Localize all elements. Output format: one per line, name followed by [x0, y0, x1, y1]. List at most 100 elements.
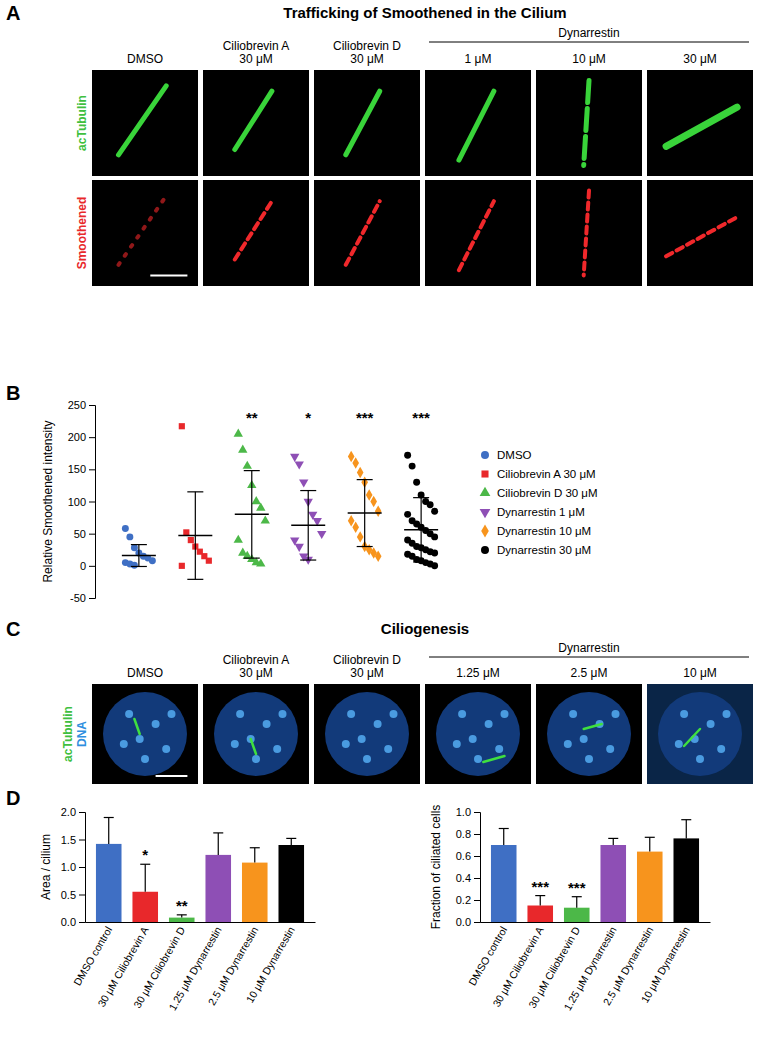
error-cap	[177, 914, 187, 915]
chromatin-spot	[231, 740, 239, 748]
data-point	[431, 562, 438, 569]
tick: 0.4	[456, 872, 480, 884]
bar	[527, 906, 553, 923]
data-point	[149, 557, 156, 564]
column-label: Ciliobrevin D	[333, 39, 401, 53]
scale-bar	[156, 775, 188, 777]
cilium	[584, 191, 589, 276]
data-point	[404, 511, 411, 518]
error-cap	[244, 558, 260, 559]
tick: 0.8	[456, 828, 480, 840]
tick-label: 1.0	[61, 861, 76, 873]
micrograph-background	[647, 684, 753, 784]
chromatin-spot	[384, 745, 392, 753]
tick-label: 0.4	[456, 872, 471, 884]
micrograph-background	[314, 180, 420, 286]
chromatin-spot	[273, 745, 281, 753]
error-bar	[686, 820, 687, 839]
cilium	[346, 91, 380, 155]
row-label: acTubulin	[61, 706, 75, 762]
chromatin-spot	[469, 735, 477, 743]
significance: **	[246, 409, 258, 426]
nucleus	[547, 692, 631, 776]
error-bar	[421, 498, 422, 562]
data-point	[256, 558, 265, 566]
error-cap	[213, 832, 223, 833]
tick-mark	[474, 834, 480, 835]
error-cap	[300, 490, 316, 491]
data-point	[357, 531, 364, 542]
nucleus	[103, 692, 187, 776]
tick: 0.2	[456, 894, 480, 906]
bar	[169, 918, 195, 922]
chromatin-spot	[358, 735, 366, 743]
panel-label: D	[6, 787, 20, 809]
legend-label: Dynarrestin 10 μM	[497, 525, 591, 537]
tick-mark	[79, 895, 85, 896]
axis: DMSO control30 μM Ciliobrevin A30 μM Cil…	[466, 922, 711, 1012]
error-bar	[308, 491, 309, 560]
tick-mark	[89, 566, 95, 567]
error-bar	[540, 896, 541, 906]
data-point	[188, 537, 194, 543]
error-cap	[608, 838, 618, 839]
bar	[491, 845, 517, 922]
cilium	[684, 729, 700, 746]
chromatin-spot	[390, 710, 398, 718]
data-point	[256, 503, 265, 511]
error-cap	[131, 544, 147, 545]
bar	[564, 908, 590, 922]
tick-mark	[79, 922, 85, 923]
data-point	[179, 563, 185, 569]
tick-mark	[79, 840, 85, 841]
axis: -50050100150200250	[68, 399, 96, 604]
chromatin-spot	[125, 710, 133, 718]
significance: ***	[531, 878, 549, 895]
bar	[600, 845, 626, 922]
image-panel: CCiliogenesisDynarrestinDMSOCiliobrevin …	[6, 618, 753, 784]
error-bar	[145, 864, 146, 892]
micrograph	[314, 180, 420, 286]
significance: *	[142, 846, 148, 863]
micrograph-background	[536, 70, 642, 176]
column-label: Ciliobrevin D	[333, 653, 401, 667]
data-point	[427, 501, 434, 508]
data-point	[295, 461, 304, 469]
tick: DMSO control	[466, 922, 509, 987]
column-label: Ciliobrevin A	[223, 39, 290, 53]
bar	[278, 845, 304, 922]
tick: 0.6	[456, 850, 480, 862]
legend-label: Ciliobrevin A 30 μM	[497, 468, 596, 480]
data-point	[366, 489, 373, 500]
cilium	[666, 107, 737, 146]
tick: 50	[74, 528, 95, 540]
group-label: Dynarrestin	[558, 641, 619, 655]
chromatin-spot	[162, 745, 170, 753]
tick-mark	[79, 867, 85, 868]
error-bar	[195, 492, 196, 579]
row-label: acTubulin	[75, 95, 89, 151]
column-label: 30 μM	[239, 52, 273, 66]
legend-symbol	[481, 524, 489, 537]
chromatin-spot	[279, 710, 287, 718]
micrograph-background	[647, 70, 753, 176]
column-label: 30 μM	[350, 666, 384, 680]
bar	[96, 844, 122, 922]
micrograph	[314, 684, 420, 784]
cilium	[119, 86, 167, 155]
tick-label: 1.0	[456, 806, 471, 818]
chart: B-50050100150200250Relative Smoothened i…	[6, 382, 598, 604]
tick-label: 100	[68, 496, 86, 508]
cilium	[346, 201, 380, 265]
tick-mark	[89, 534, 95, 535]
data-point	[252, 496, 261, 504]
tick: 0.0	[61, 916, 85, 928]
micrograph	[536, 684, 642, 784]
error-cap	[645, 837, 655, 838]
data-point	[357, 467, 364, 478]
group-label: Dynarrestin	[558, 26, 619, 40]
tick: 250	[68, 399, 95, 411]
column-label: DMSO	[127, 52, 163, 66]
error-cap	[187, 491, 203, 492]
data-point	[299, 479, 308, 487]
